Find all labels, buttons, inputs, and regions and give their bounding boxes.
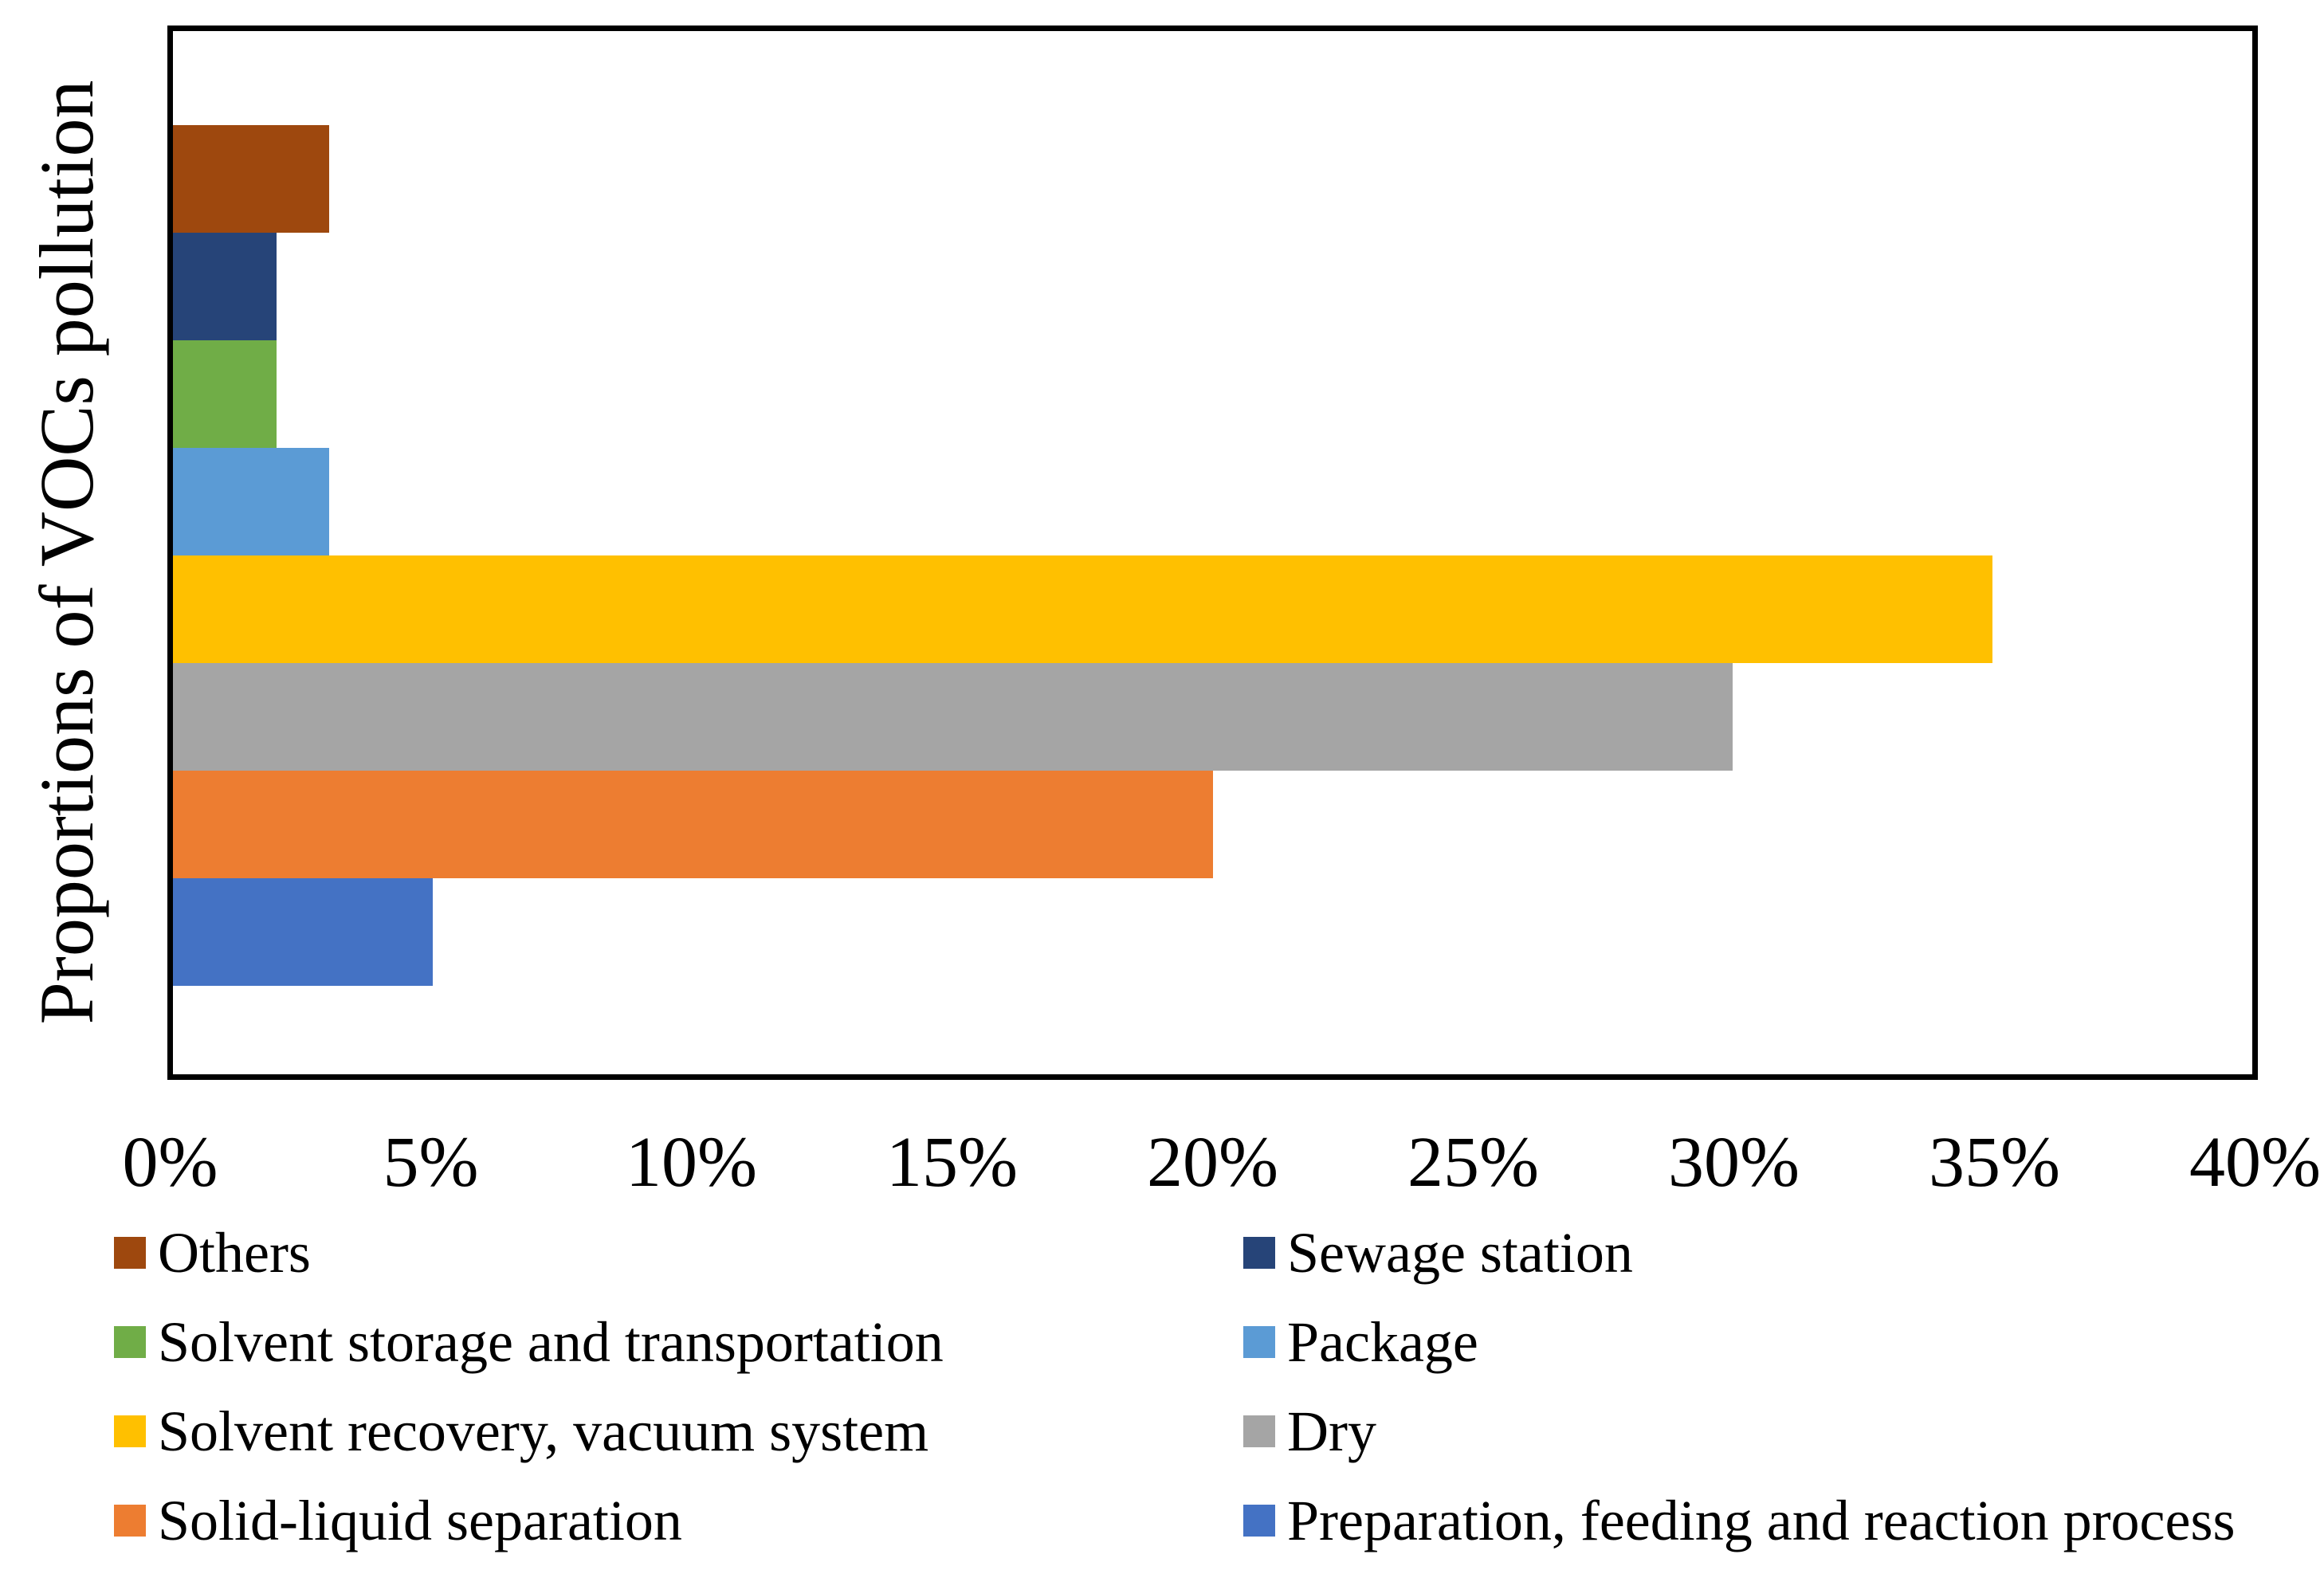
legend-label: Solvent recovery, vacuum system: [158, 1399, 929, 1463]
legend-item-solvent-recovery-vacuum-system: Solvent recovery, vacuum system: [114, 1403, 928, 1460]
legend-item-sewage-station: Sewage station: [1243, 1224, 1633, 1282]
legend-swatch-solid-liquid-separation: [114, 1505, 146, 1537]
legend-label: Solvent storage and transportation: [158, 1310, 944, 1374]
legend-swatch-dry: [1243, 1415, 1275, 1447]
legend-swatch-package: [1243, 1326, 1275, 1358]
x-tick-label: 35%: [1929, 1123, 2060, 1202]
bar-solid-liquid-separation: [173, 771, 1213, 878]
bar-dry: [173, 663, 1733, 771]
legend-swatch-sewage-station: [1243, 1237, 1275, 1269]
bar-package: [173, 448, 329, 555]
x-tick-label: 30%: [1668, 1123, 1800, 1202]
legend-swatch-solvent-recovery-vacuum-system: [114, 1415, 146, 1447]
legend-label: Solid-liquid separation: [158, 1489, 682, 1552]
legend-item-solid-liquid-separation: Solid-liquid separation: [114, 1492, 682, 1549]
y-axis-title: Proportions of VOCs pollution: [24, 80, 109, 1025]
legend-swatch-solvent-storage-and-transportation: [114, 1326, 146, 1358]
bars-group: [173, 125, 2252, 986]
legend-label: Dry: [1287, 1399, 1376, 1463]
bar-solvent-recovery-vacuum-system: [173, 555, 1992, 663]
x-tick-label: 15%: [886, 1123, 1018, 1202]
legend-item-preparation-feeding-and-reaction-process: Preparation, feeding and reaction proces…: [1243, 1492, 2236, 1549]
legend-label: Preparation, feeding and reaction proces…: [1287, 1489, 2236, 1552]
x-tick-label: 5%: [383, 1123, 479, 1202]
x-tick-label: 40%: [2189, 1123, 2321, 1202]
x-tick-label: 0%: [122, 1123, 218, 1202]
bar-solvent-storage-and-transportation: [173, 340, 277, 448]
bar-others: [173, 125, 329, 233]
legend-item-others: Others: [114, 1224, 311, 1282]
plot-area: [167, 26, 2258, 1080]
x-tick-label: 25%: [1407, 1123, 1539, 1202]
legend-item-dry: Dry: [1243, 1403, 1376, 1460]
legend-label: Others: [158, 1221, 311, 1285]
legend-label: Sewage station: [1287, 1221, 1633, 1285]
bar-sewage-station: [173, 233, 277, 340]
x-tick-label: 10%: [626, 1123, 757, 1202]
bar-preparation-feeding-and-reaction-process: [173, 878, 434, 986]
legend-swatch-others: [114, 1237, 146, 1269]
legend-item-solvent-storage-and-transportation: Solvent storage and transportation: [114, 1313, 944, 1371]
legend-swatch-preparation-feeding-and-reaction-process: [1243, 1505, 1275, 1537]
x-tick-label: 20%: [1147, 1123, 1278, 1202]
legend-label: Package: [1287, 1310, 1478, 1374]
legend-item-package: Package: [1243, 1313, 1478, 1371]
